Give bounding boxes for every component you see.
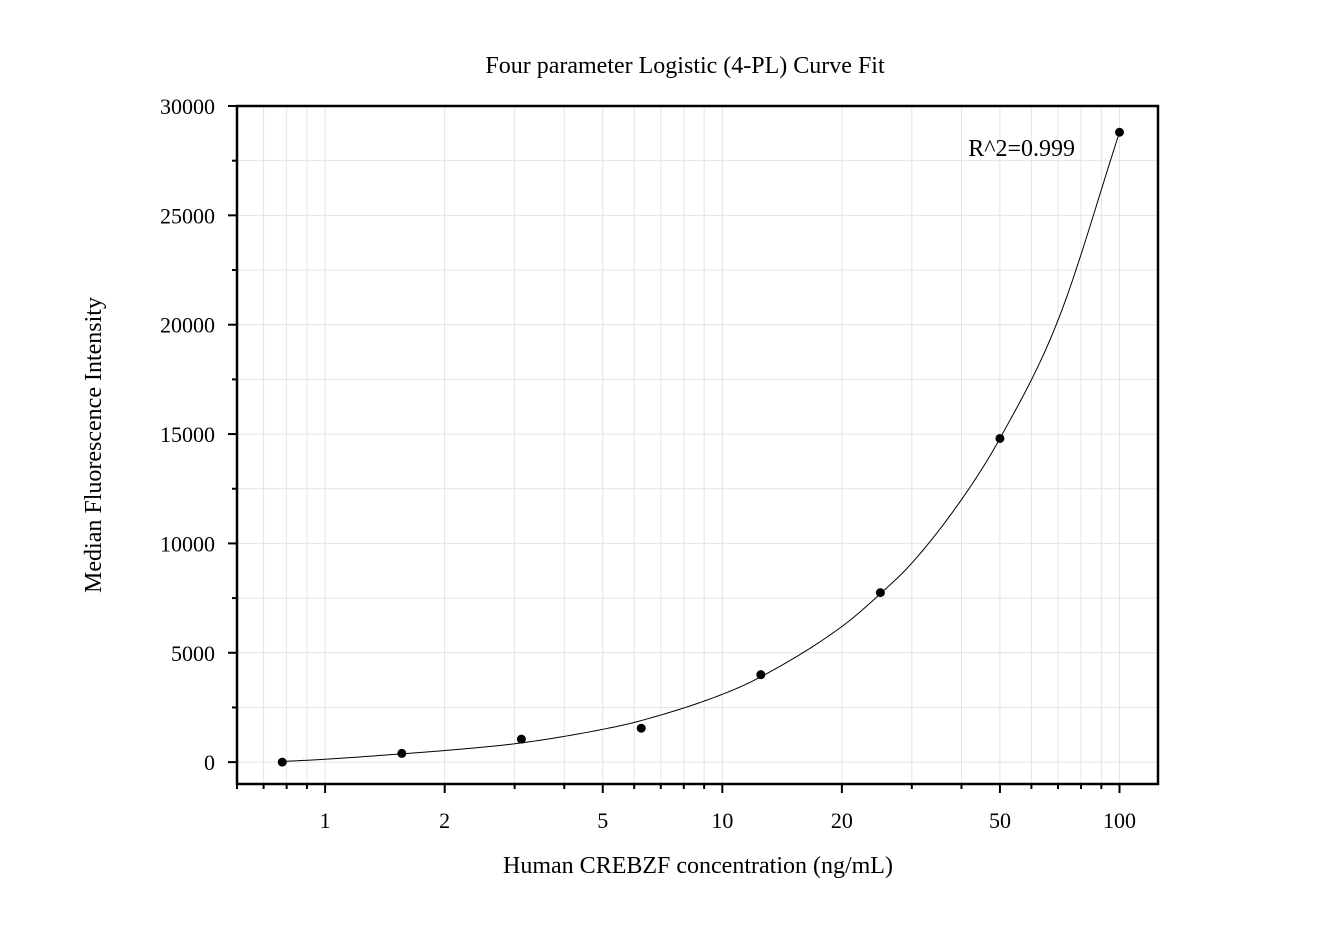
data-point — [397, 748, 407, 758]
grid — [236, 105, 1158, 784]
data-point — [636, 723, 646, 733]
x-tick-label: 1 — [320, 808, 331, 833]
y-tick-label: 25000 — [160, 203, 215, 228]
x-tick-label: 2 — [439, 808, 450, 833]
y-tick-label: 15000 — [160, 422, 215, 447]
data-points — [277, 127, 1125, 767]
r-squared-annotation: R^2=0.999 — [968, 136, 1075, 162]
data-point — [875, 588, 885, 598]
x-tick-label: 100 — [1103, 808, 1136, 833]
data-point — [516, 734, 526, 744]
fit-curve — [282, 132, 1120, 762]
chart-title: Four parameter Logistic (4-PL) Curve Fit — [485, 53, 885, 79]
x-tick-label: 50 — [989, 808, 1011, 833]
x-axis-label: Human CREBZF concentration (ng/mL) — [503, 853, 893, 879]
data-point — [277, 757, 287, 767]
data-point — [1115, 127, 1125, 137]
data-point — [756, 670, 766, 680]
y-tick-label: 30000 — [160, 94, 215, 119]
x-axis: 1 2 5 10 20 50 100 — [236, 784, 1136, 833]
y-tick-label: 10000 — [160, 531, 215, 556]
plot-frame — [235, 104, 1160, 786]
y-tick-label: 5000 — [171, 641, 215, 666]
y-axis: 0 5000 10000 15000 20000 25000 30000 — [160, 94, 237, 775]
data-point — [995, 433, 1005, 443]
x-tick-label: 5 — [597, 808, 608, 833]
y-tick-label: 0 — [204, 750, 215, 775]
x-tick-label: 20 — [831, 808, 853, 833]
y-axis-label: Median Fluorescence Intensity — [81, 297, 107, 593]
x-tick-label: 10 — [711, 808, 733, 833]
y-tick-label: 20000 — [160, 313, 215, 338]
